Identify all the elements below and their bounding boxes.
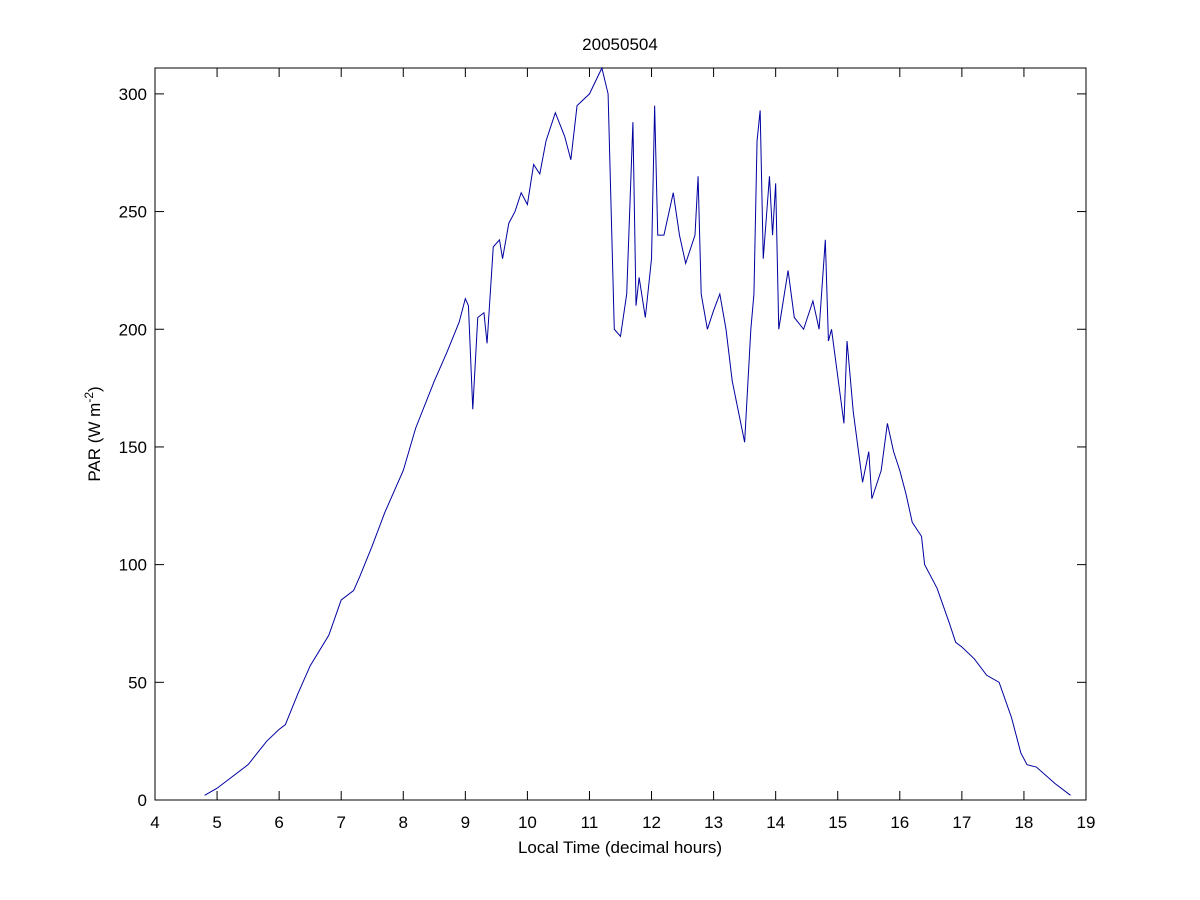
y-tick-label: 0 [138,791,147,810]
data-line [204,66,1071,796]
chart-title: 20050504 [582,35,658,54]
x-tick-label: 18 [1014,813,1033,832]
x-axis-label: Local Time (decimal hours) [518,838,722,857]
x-tick-label: 17 [952,813,971,832]
y-axis-label-sup: -2 [82,392,96,403]
x-tick-label: 4 [150,813,159,832]
y-axis-label-text: PAR (W m [85,403,104,482]
y-tick-label: 50 [128,673,147,692]
x-tick-label: 16 [890,813,909,832]
x-tick-label: 19 [1077,813,1096,832]
x-tick-label: 9 [461,813,470,832]
x-tick-label: 15 [828,813,847,832]
y-axis-label: PAR (W m-2) [82,386,104,481]
y-tick-label: 300 [119,85,147,104]
x-tick-label: 13 [704,813,723,832]
plot-frame [154,67,1087,801]
y-tick-label: 150 [119,438,147,457]
x-tick-label: 12 [642,813,661,832]
x-tick-label: 14 [766,813,785,832]
x-tick-label: 10 [518,813,537,832]
y-axis-label-suffix: ) [85,386,104,392]
x-tick-label: 8 [399,813,408,832]
x-tick-label: 6 [274,813,283,832]
x-tick-label: 7 [336,813,345,832]
x-tick-label: 11 [581,813,599,832]
x-tick-label: 5 [212,813,221,832]
y-tick-label: 200 [119,320,147,339]
y-tick-label: 250 [119,203,147,222]
y-tick-label: 100 [119,556,147,575]
